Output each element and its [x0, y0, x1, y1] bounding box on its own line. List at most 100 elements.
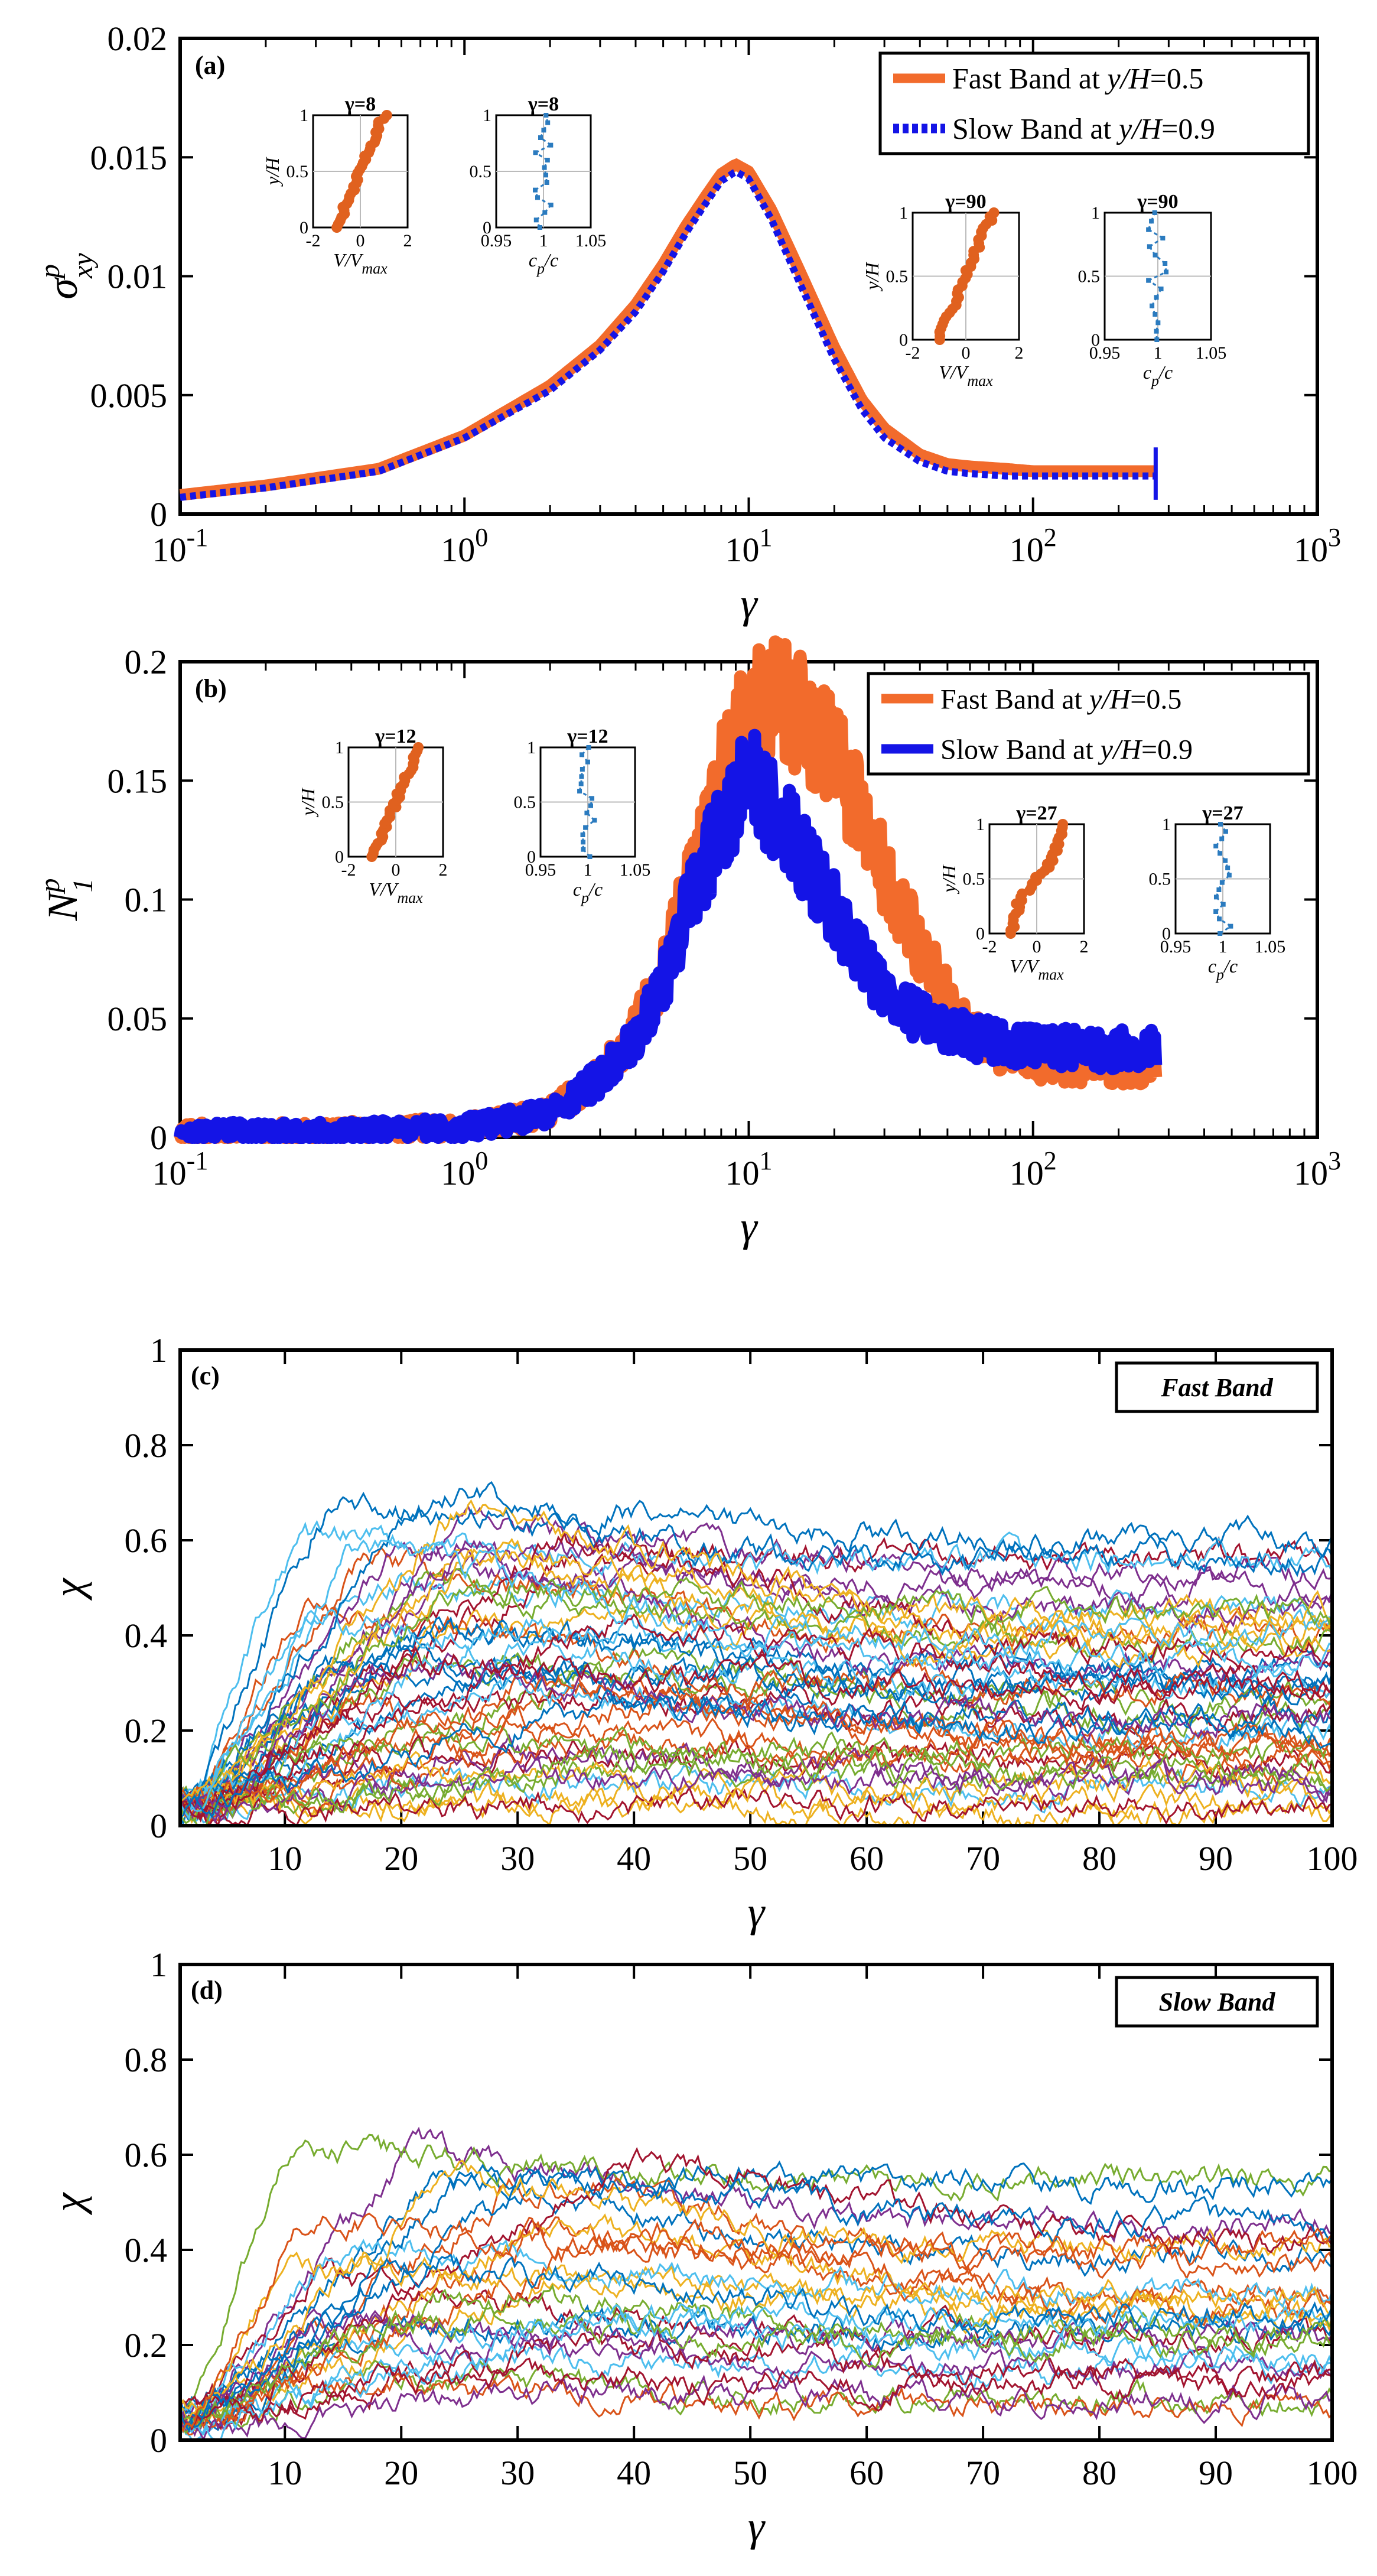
legend-text-prefix: Fast Band at — [940, 684, 1089, 715]
x-tick-exponent: 3 — [1328, 1146, 1341, 1175]
y-tick-label: 0.6 — [125, 1521, 168, 1560]
inset-velocity-point — [1057, 819, 1069, 830]
legend-text-var: y/H — [1098, 734, 1143, 766]
inset-packing-segment — [543, 167, 547, 175]
inset-y-tick: 1 — [527, 738, 536, 757]
trajectory-line — [180, 2370, 1333, 2436]
inset-x-tick: 1 — [1154, 343, 1163, 363]
inset-y-tick: 0 — [483, 218, 491, 238]
inset-y-tick: 0 — [976, 924, 985, 944]
legend-text-suffix: =0.5 — [1150, 62, 1204, 95]
x-tick-label: 10 — [268, 1839, 302, 1878]
panel-label: (c) — [191, 1361, 220, 1390]
inset-x-tick: 1.05 — [575, 231, 607, 251]
inset-x-label-base: c — [1143, 362, 1151, 383]
x-tick-exponent: 2 — [1044, 523, 1057, 552]
trajectory-line — [179, 2357, 1333, 2431]
y-tick-label: 0 — [150, 495, 167, 534]
y-tick-label: 0.02 — [108, 19, 168, 58]
legend-text-var: y/H — [1104, 62, 1151, 95]
x-tick-label: 102 — [1010, 1146, 1057, 1192]
inset-y-tick: 0 — [1091, 330, 1100, 350]
inset-y-tick: 0.5 — [322, 793, 344, 812]
y-tick-label: 0 — [150, 1118, 167, 1157]
inset-x-tick: 0 — [356, 231, 365, 251]
trajectory-line — [179, 1546, 1333, 1804]
inset-x-label-sub: p — [1150, 372, 1159, 389]
trajectory-line — [179, 2327, 1333, 2431]
inset-x-label-sub: p — [1215, 966, 1224, 983]
x-axis-label: γ — [748, 1888, 766, 1936]
x-tick-exponent: 0 — [475, 523, 488, 552]
y-axis-label: χ — [45, 2191, 92, 2215]
y-tick-label: 1 — [150, 1331, 167, 1370]
y-label-sub: xy — [67, 253, 99, 279]
trajectory-line — [180, 1689, 1333, 1819]
trajectory-line — [180, 2218, 1333, 2427]
x-tick-base: 10 — [152, 531, 187, 569]
inset-y-tick: 0.5 — [886, 267, 909, 287]
inset-packing-segment — [1215, 889, 1220, 897]
trajectory-line — [180, 2257, 1333, 2416]
y-tick-label: 0.2 — [125, 1712, 168, 1750]
inset-packing-point — [543, 113, 549, 118]
y-tick-label: 0.2 — [125, 2326, 168, 2364]
legend-frame — [878, 51, 1310, 155]
inset-x-label: cp/c — [529, 249, 558, 277]
y-tick-label: 0.05 — [108, 1000, 168, 1038]
trajectory-line — [180, 1613, 1333, 1823]
inset-x-tick: 0.95 — [1160, 937, 1192, 957]
panel-label: (a) — [195, 51, 225, 80]
x-tick-label: 30 — [500, 2454, 535, 2492]
inset-packing-segment — [582, 834, 584, 843]
y-axis-label: σpxy — [34, 253, 99, 300]
x-tick-exponent: 0 — [475, 1146, 488, 1175]
inset-x-label-rest: /c — [1223, 955, 1238, 977]
panel-label: (d) — [191, 1976, 223, 2005]
legend-text-prefix: Slow Band at — [952, 112, 1119, 145]
inset-x-tick: 1.05 — [620, 860, 651, 880]
y-tick-label: 0.6 — [125, 2136, 168, 2174]
x-tick-label: 40 — [617, 2454, 651, 2492]
inset-packing-segment — [1226, 867, 1230, 876]
inset-packing-segment — [535, 144, 551, 154]
y-axis-label: Np1 — [34, 878, 99, 921]
trajectory-line — [179, 2359, 1333, 2434]
trajectory-line — [179, 1539, 1333, 1821]
inset-y-tick: 1 — [483, 106, 491, 125]
inset-velocity-point — [413, 742, 424, 753]
y-axis-label: χ — [45, 1577, 92, 1601]
x-tick-label: 50 — [733, 2454, 767, 2492]
inset-y-tick: 1 — [976, 815, 985, 834]
x-tick-base: 10 — [441, 531, 475, 569]
x-tick-label: 60 — [849, 2454, 884, 2492]
inset-x-label-sub: max — [967, 372, 993, 389]
inset-y-label: y/H — [938, 864, 959, 895]
trajectory-line — [179, 1481, 1333, 1810]
inset-packing-segment — [1219, 925, 1232, 935]
x-tick-label: 70 — [966, 2454, 1000, 2492]
inset-y-tick: 0.5 — [1149, 870, 1171, 889]
legend-entry: Slow Band at y/H=0.9 — [940, 734, 1193, 766]
legend-text-var: y/H — [1116, 112, 1163, 145]
x-tick-base: 10 — [441, 1154, 475, 1192]
inset-x-label: V/Vmax — [1010, 955, 1064, 983]
legend-entry: Fast Band at y/H=0.5 — [940, 684, 1181, 715]
y-tick-label: 0.4 — [125, 1616, 168, 1655]
inset-packing-point — [1218, 822, 1223, 827]
legend-text-var: y/H — [1086, 684, 1132, 715]
y-tick-label: 1 — [150, 1946, 167, 1984]
x-tick-base: 10 — [152, 1154, 187, 1192]
band-label-box — [1115, 1976, 1319, 2028]
x-tick-label: 20 — [384, 1839, 418, 1878]
inset-x-label-base: c — [529, 249, 537, 271]
trajectory-line — [179, 2146, 1333, 2407]
inset-x-tick: 1 — [1219, 937, 1228, 957]
inset-x-label-rest: /c — [588, 879, 603, 900]
